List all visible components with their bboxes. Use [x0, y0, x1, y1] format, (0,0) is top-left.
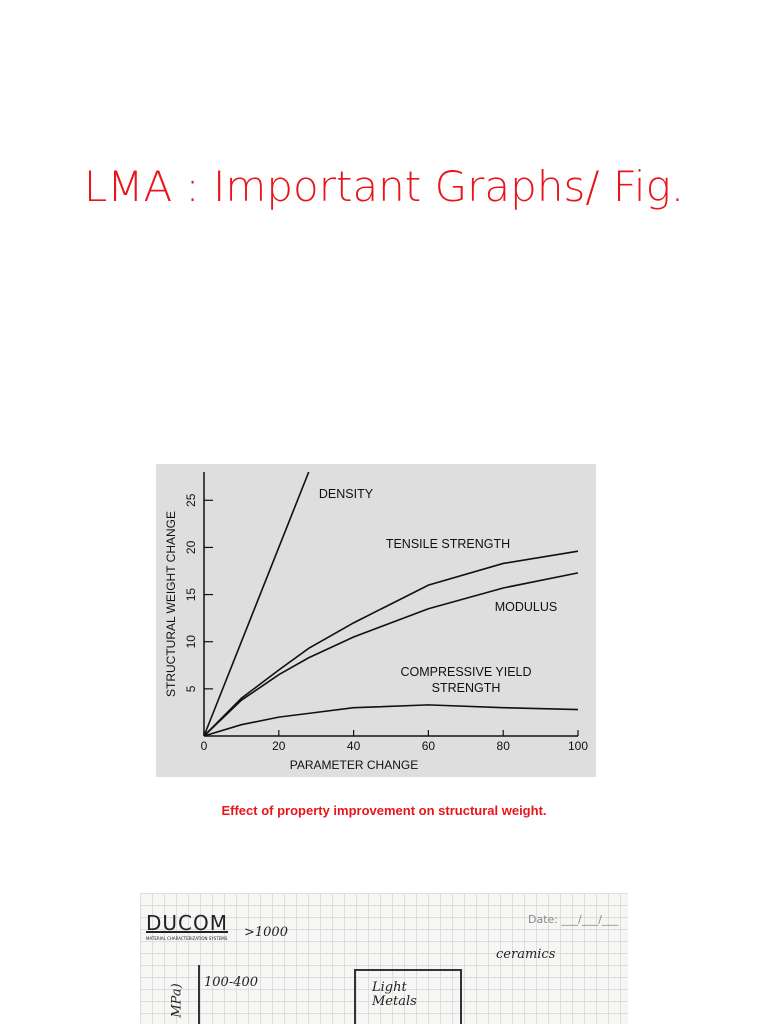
series-line: [203, 471, 310, 737]
note: >1000: [244, 925, 288, 940]
note: 100-400: [204, 975, 259, 990]
notebook-photo: DUCOM MATERIAL CHARACTERIZATION SYSTEMS …: [140, 893, 628, 1024]
note: MPa): [169, 983, 185, 1018]
series-label: MODULUS: [494, 600, 558, 614]
y-tick-label: 10: [184, 635, 198, 649]
note: ceramics: [496, 947, 556, 962]
brand-sub: MATERIAL CHARACTERIZATION SYSTEMS: [146, 936, 228, 941]
brand: DUCOM: [146, 911, 229, 935]
x-tick-label: 20: [272, 739, 286, 753]
caption: Effect of property improvement on struct…: [221, 803, 547, 818]
series-line: [203, 550, 579, 737]
series-label: TENSILE STRENGTH: [385, 537, 511, 551]
series-label: DENSITY: [318, 487, 374, 501]
chart: PARAMETER CHANGE STRUCTURAL WEIGHT CHANG…: [156, 464, 596, 777]
series-line: [203, 572, 579, 737]
y-tick-label: 5: [184, 685, 198, 692]
y-tick-label: 25: [184, 493, 198, 507]
x-axis-label: PARAMETER CHANGE: [290, 758, 418, 772]
box: [354, 969, 462, 1024]
date: Date: ___/___/___: [528, 913, 619, 926]
series-line: [203, 704, 579, 737]
y-tick-label: 15: [184, 588, 198, 602]
x-tick-label: 0: [201, 739, 208, 753]
y-axis-label: STRUCTURAL WEIGHT CHANGE: [164, 511, 178, 697]
x-tick-label: 100: [568, 739, 588, 753]
series-label: COMPRESSIVE YIELD STRENGTH: [400, 665, 532, 695]
chart-svg: PARAMETER CHANGE STRUCTURAL WEIGHT CHANG…: [164, 471, 588, 772]
y-tick-label: 20: [184, 540, 198, 554]
axis-stroke: [198, 965, 200, 1024]
note: Light Metals: [372, 980, 417, 1009]
slide-title: LMA : Important Graphs/ Fig.: [83, 162, 685, 211]
x-tick-label: 80: [497, 739, 511, 753]
x-tick-label: 40: [347, 739, 361, 753]
x-tick-label: 60: [422, 739, 436, 753]
